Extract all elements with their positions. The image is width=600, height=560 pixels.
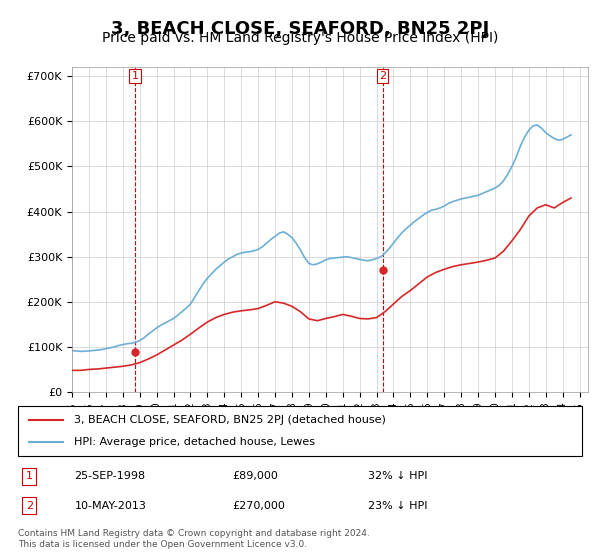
Text: 3, BEACH CLOSE, SEAFORD, BN25 2PJ: 3, BEACH CLOSE, SEAFORD, BN25 2PJ	[111, 20, 489, 38]
Text: £89,000: £89,000	[232, 471, 278, 481]
Text: 25-SEP-1998: 25-SEP-1998	[74, 471, 146, 481]
Text: HPI: Average price, detached house, Lewes: HPI: Average price, detached house, Lewe…	[74, 437, 316, 447]
Text: £270,000: £270,000	[232, 501, 285, 511]
Text: 23% ↓ HPI: 23% ↓ HPI	[368, 501, 427, 511]
Text: 32% ↓ HPI: 32% ↓ HPI	[368, 471, 427, 481]
Text: 2: 2	[379, 71, 386, 81]
FancyBboxPatch shape	[18, 406, 582, 456]
Text: 1: 1	[131, 71, 139, 81]
Text: Price paid vs. HM Land Registry's House Price Index (HPI): Price paid vs. HM Land Registry's House …	[102, 31, 498, 45]
Text: 1: 1	[26, 471, 33, 481]
Text: 10-MAY-2013: 10-MAY-2013	[74, 501, 146, 511]
Text: Contains HM Land Registry data © Crown copyright and database right 2024.
This d: Contains HM Land Registry data © Crown c…	[18, 529, 370, 549]
Text: 2: 2	[26, 501, 33, 511]
Text: 3, BEACH CLOSE, SEAFORD, BN25 2PJ (detached house): 3, BEACH CLOSE, SEAFORD, BN25 2PJ (detac…	[74, 415, 386, 425]
